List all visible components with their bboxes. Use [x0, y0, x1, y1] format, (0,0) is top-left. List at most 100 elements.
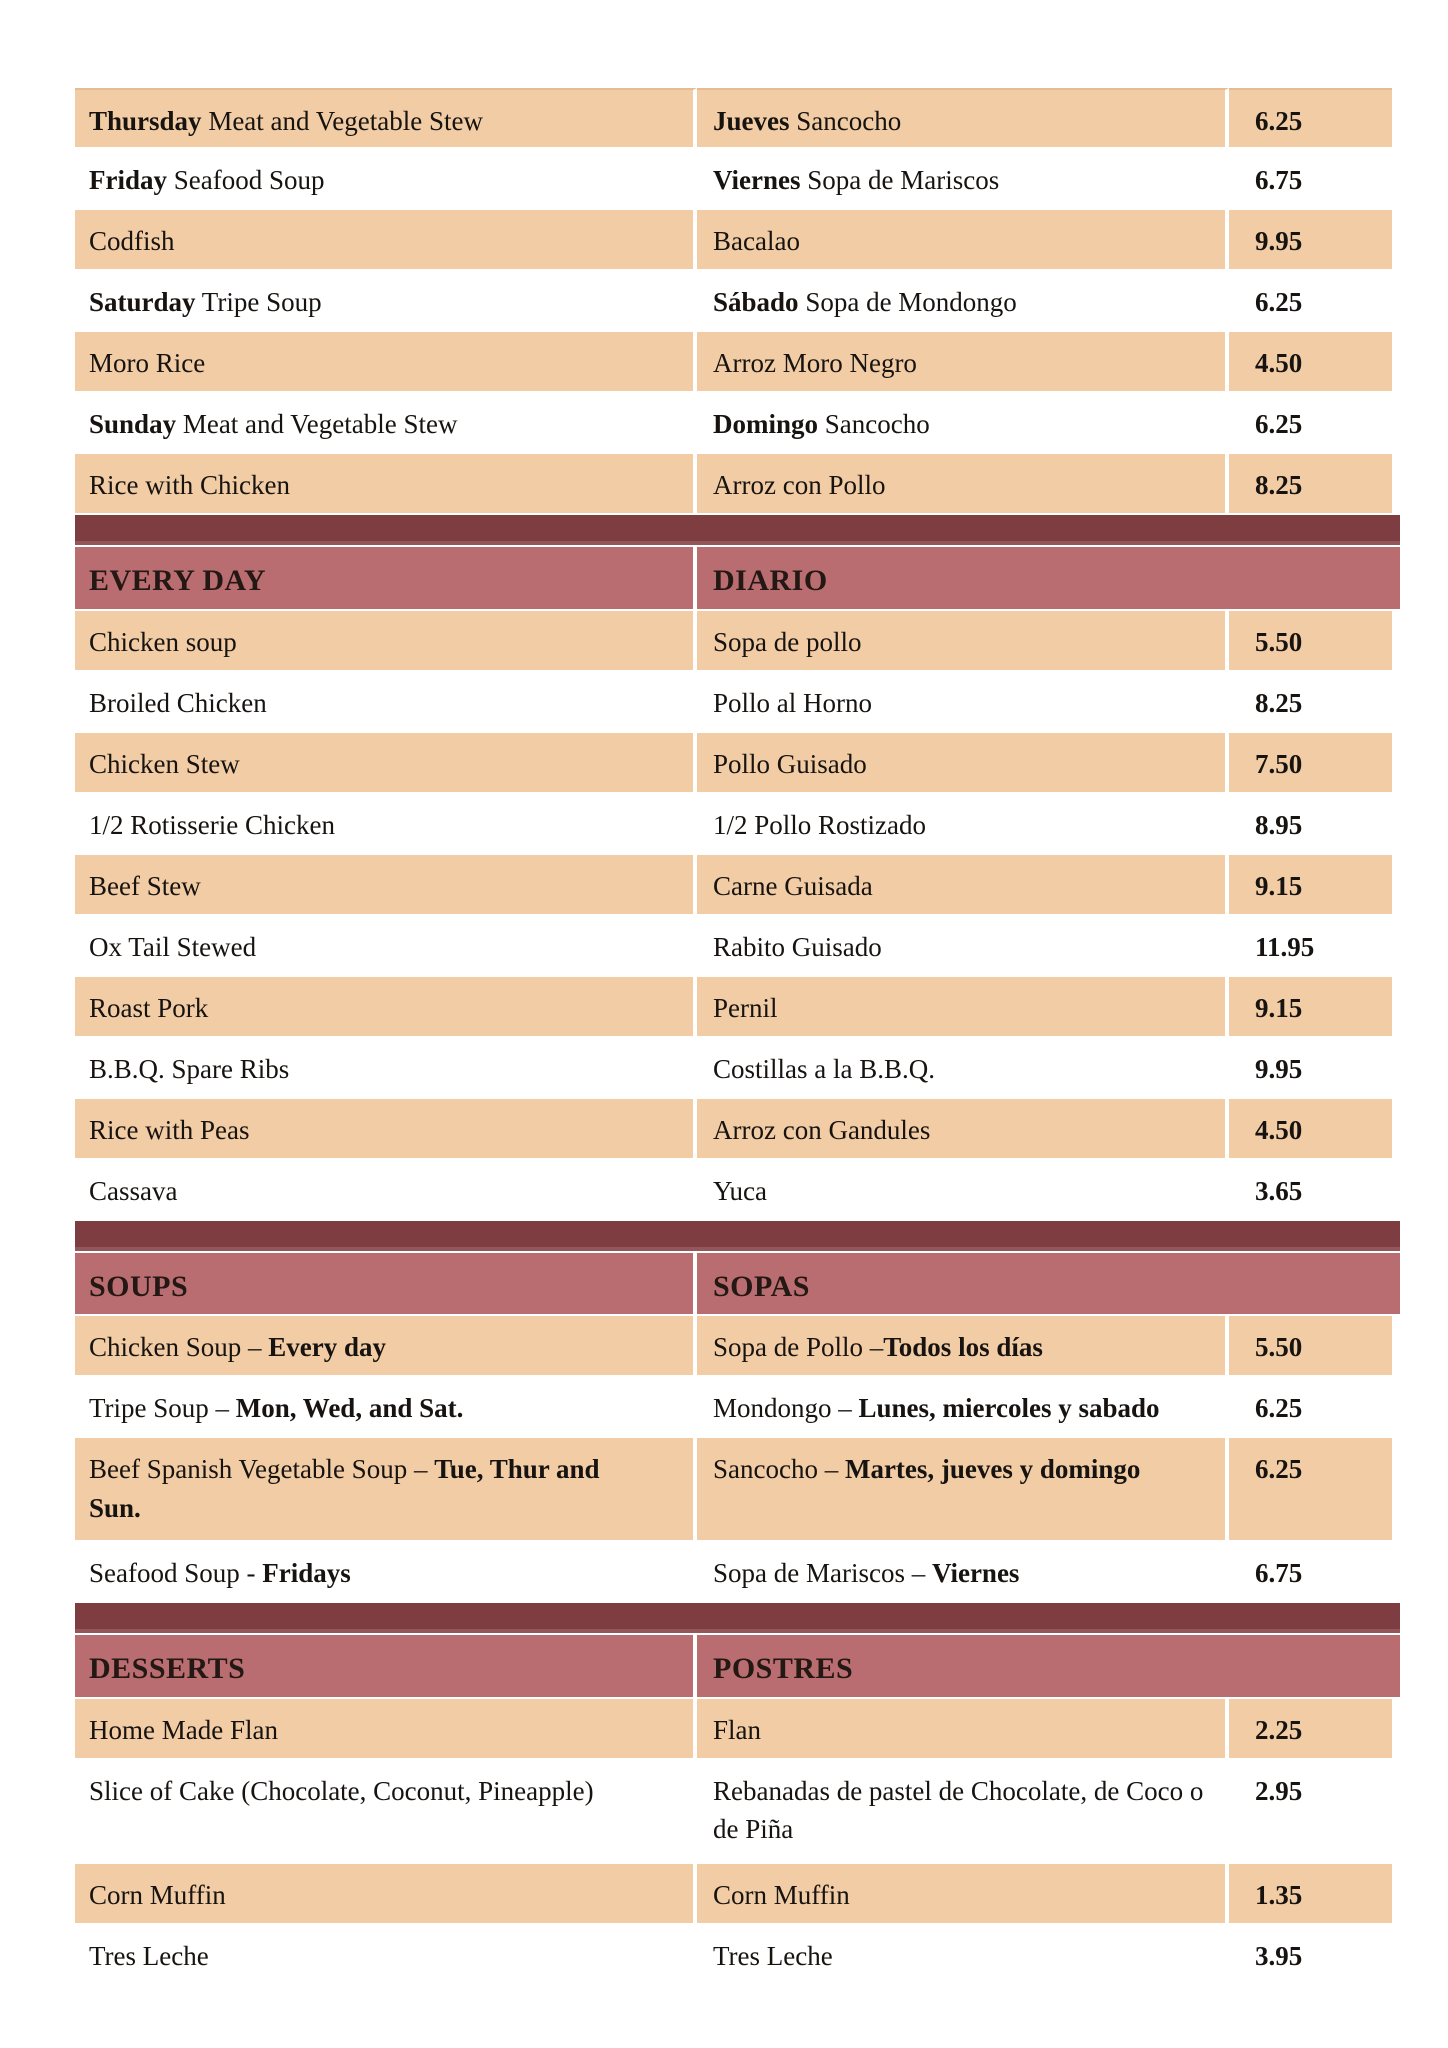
section-header-row: SOUPS SOPAS: [75, 1252, 1400, 1317]
item-name-es: Costillas a la B.B.Q.: [697, 1037, 1229, 1099]
item-name-es-segment: Sancocho –: [713, 1454, 845, 1485]
item-name-es: Carne Guisada: [697, 854, 1229, 916]
item-name-es-text: Tres Leche: [713, 1941, 833, 1971]
item-name-es: Domingo Sancocho: [697, 393, 1229, 454]
item-name-en: Beef Stew: [75, 854, 697, 916]
item-price: 9.95: [1229, 210, 1392, 271]
item-name-es-segment: Pollo al Horno: [713, 687, 872, 718]
section-divider: [75, 1220, 1400, 1251]
item-name-en-text: Tripe Soup – Mon, Wed, and Sat.: [89, 1393, 463, 1423]
item-name-es-segment: Tres Leche: [713, 1940, 833, 1971]
item-name-en-segment: Corn Muffin: [89, 1879, 226, 1910]
item-name-es: Sopa de pollo: [697, 610, 1229, 672]
section-title-en-label: DESSERTS: [89, 1652, 246, 1686]
item-name-es-text: Pollo Guisado: [713, 749, 867, 779]
item-name-en-text: Tres Leche: [89, 1941, 209, 1971]
item-name-en: Rice with Peas: [75, 1098, 697, 1160]
item-name-en-segment: Meat and Vegetable Stew: [201, 106, 483, 136]
item-price-text: 3.65: [1255, 1175, 1303, 1206]
item-name-en: Chicken Stew: [75, 732, 697, 794]
item-name-en-segment: Mon, Wed, and Sat.: [235, 1393, 464, 1424]
table-row: Rice with Peas Arroz con Gandules 4.50: [75, 1098, 1400, 1160]
item-price: 6.25: [1229, 271, 1392, 332]
table-row: Broiled Chicken Pollo al Horno 8.25: [75, 671, 1400, 733]
item-name-en: Corn Muffin: [75, 1863, 697, 1925]
item-name-en: Ox Tail Stewed: [75, 915, 697, 977]
item-name-en-text: Beef Spanish Vegetable Soup – Tue, Thur …: [89, 1450, 641, 1527]
item-name-es: Sopa de Pollo –Todos los días: [697, 1316, 1229, 1378]
item-price: 3.95: [1229, 1924, 1392, 1986]
item-name-es-text: Costillas a la B.B.Q.: [713, 1054, 935, 1084]
item-name-en-segment: Ox Tail Stewed: [89, 931, 257, 962]
item-price-text: 8.25: [1255, 470, 1303, 500]
item-name-en-segment: Seafood Soup -: [89, 1558, 263, 1589]
item-name-en-text: Sunday Meat and Vegetable Stew: [89, 409, 458, 439]
section-title-es-label: POSTRES: [713, 1652, 854, 1686]
item-name-en-text: 1/2 Rotisserie Chicken: [89, 810, 335, 840]
item-name-en-segment: Tripe Soup: [195, 287, 322, 317]
item-price: 4.50: [1229, 1098, 1392, 1160]
table-row: Rice with Chicken Arroz con Pollo 8.25: [75, 454, 1400, 515]
item-name-en-segment: B.B.Q. Spare Ribs: [89, 1053, 290, 1084]
table-row: Cassava Yuca 3.65: [75, 1159, 1400, 1221]
item-name-es: Arroz Moro Negro: [697, 332, 1229, 393]
item-price-text: 9.95: [1255, 1053, 1303, 1084]
item-name-es-text: Sancocho – Martes, jueves y domingo: [713, 1450, 1140, 1488]
item-price: 2.95: [1229, 1759, 1392, 1864]
item-name-es-text: Rabito Guisado: [713, 932, 882, 962]
item-name-es-segment: Mondongo –: [713, 1393, 859, 1424]
item-name-en-segment: Codfish: [89, 226, 175, 256]
item-price: 6.25: [1229, 1438, 1392, 1543]
item-name-es-text: Arroz Moro Negro: [713, 348, 917, 378]
item-name-en-segment: Slice of Cake (Chocolate, Coconut, Pinea…: [89, 1775, 594, 1806]
item-price: 1.35: [1229, 1863, 1392, 1925]
item-name-es-text: Mondongo – Lunes, miercoles y sabado: [713, 1393, 1160, 1423]
item-name-en-text: Broiled Chicken: [89, 688, 267, 718]
item-name-es: Sancocho – Martes, jueves y domingo: [697, 1438, 1229, 1543]
table-row: B.B.Q. Spare Ribs Costillas a la B.B.Q. 9.…: [75, 1037, 1400, 1099]
table-row: Beef Spanish Vegetable Soup – Tue, Thur …: [75, 1438, 1400, 1543]
item-name-es-text: Arroz con Pollo: [713, 470, 885, 500]
item-name-en-segment: Home Made Flan: [89, 1714, 278, 1745]
table-row: Friday Seafood Soup Viernes Sopa de Maris…: [75, 149, 1400, 210]
item-name-en-segment: Broiled Chicken: [89, 687, 267, 718]
item-price-text: 6.25: [1255, 287, 1303, 317]
item-name-es-text: Jueves Sancocho: [713, 106, 901, 136]
item-name-es: Sábado Sopa de Mondongo: [697, 271, 1229, 332]
item-name-en: Chicken soup: [75, 610, 697, 672]
item-name-en-text: Thursday Meat and Vegetable Stew: [89, 106, 483, 136]
item-name-es-segment: Sopa de Mondongo: [798, 287, 1017, 317]
item-price-text: 6.25: [1255, 1393, 1303, 1424]
section-title-es: POSTRES: [697, 1635, 1400, 1699]
item-name-en-segment: Cassava: [89, 1175, 178, 1206]
item-price-text: 6.75: [1255, 165, 1303, 195]
item-name-es: Rebanadas de pastel de Chocolate, de Coc…: [697, 1759, 1229, 1864]
item-name-en: 1/2 Rotisserie Chicken: [75, 793, 697, 855]
item-name-es-segment: Sopa de pollo: [713, 626, 862, 657]
item-price-text: 8.25: [1255, 687, 1303, 718]
section-divider: [75, 1603, 1400, 1634]
section-title-en-label: EVERY DAY: [89, 564, 267, 597]
item-name-es-segment: Carne Guisada: [713, 870, 873, 901]
item-name-en-segment: Fridays: [262, 1558, 351, 1589]
section-title-en: EVERY DAY: [75, 547, 697, 611]
item-name-es: Viernes Sopa de Mariscos: [697, 149, 1229, 210]
item-name-es-segment: Rebanadas de pastel de Chocolate, de Coc…: [713, 1775, 1204, 1845]
item-name-en-text: Roast Pork: [89, 993, 208, 1023]
item-name-en: Friday Seafood Soup: [75, 149, 697, 210]
item-name-es-text: Carne Guisada: [713, 871, 873, 901]
item-price-text: 6.75: [1255, 1558, 1303, 1589]
item-name-es-segment: Sábado: [713, 287, 799, 317]
item-name-en-segment: Sunday: [89, 409, 177, 439]
table-row: Chicken soup Sopa de pollo 5.50: [75, 610, 1400, 672]
item-name-es-segment: Viernes: [713, 165, 801, 195]
section-title-en: SOUPS: [75, 1252, 697, 1317]
item-name-es-segment: Martes, jueves y domingo: [844, 1454, 1141, 1485]
item-name-en: Roast Pork: [75, 976, 697, 1038]
item-name-es: Arroz con Pollo: [697, 454, 1229, 515]
item-price: 4.50: [1229, 332, 1392, 393]
table-row: Chicken Stew Pollo Guisado 7.50: [75, 732, 1400, 794]
item-name-en-text: Moro Rice: [89, 348, 205, 378]
table-row: Corn Muffin Corn Muffin 1.35: [75, 1863, 1400, 1925]
item-name-en-segment: Tres Leche: [89, 1940, 209, 1971]
